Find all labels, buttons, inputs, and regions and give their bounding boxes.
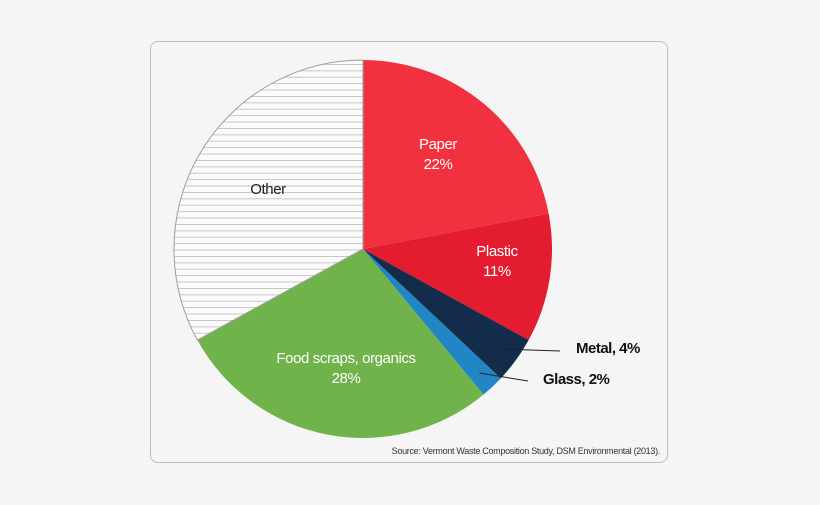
callout-label-glass-2: Glass, 2% bbox=[543, 371, 610, 388]
slice-label-plastic: Plastic bbox=[476, 243, 518, 260]
callout-label-metal-4: Metal, 4% bbox=[576, 340, 640, 357]
slice-label-food-scraps-organics: Food scraps, organics bbox=[276, 350, 415, 367]
slice-glass-2 bbox=[363, 249, 501, 395]
pie-slices bbox=[173, 59, 552, 438]
slice-label-other: Other bbox=[250, 181, 286, 198]
callout-line-glass-2 bbox=[479, 372, 529, 382]
slice-other bbox=[173, 59, 364, 341]
pie-labels: Paper 22% Plastic 11% Metal, 4% Glass, 2% Food… bbox=[250, 136, 640, 388]
slice-metal-4 bbox=[363, 249, 529, 379]
slice-food-scraps-organics bbox=[197, 249, 484, 438]
slice-paper bbox=[363, 60, 549, 249]
slice-value-food-scraps-organics: 28% bbox=[332, 370, 361, 387]
callout-line-metal-4 bbox=[500, 348, 561, 352]
slice-value-paper: 22% bbox=[424, 156, 453, 173]
slice-plastic bbox=[363, 213, 552, 341]
slice-value-plastic: 11% bbox=[483, 263, 511, 280]
source-note: Source: Vermont Waste Composition Study,… bbox=[391, 446, 661, 456]
slice-label-paper: Paper bbox=[419, 136, 457, 153]
